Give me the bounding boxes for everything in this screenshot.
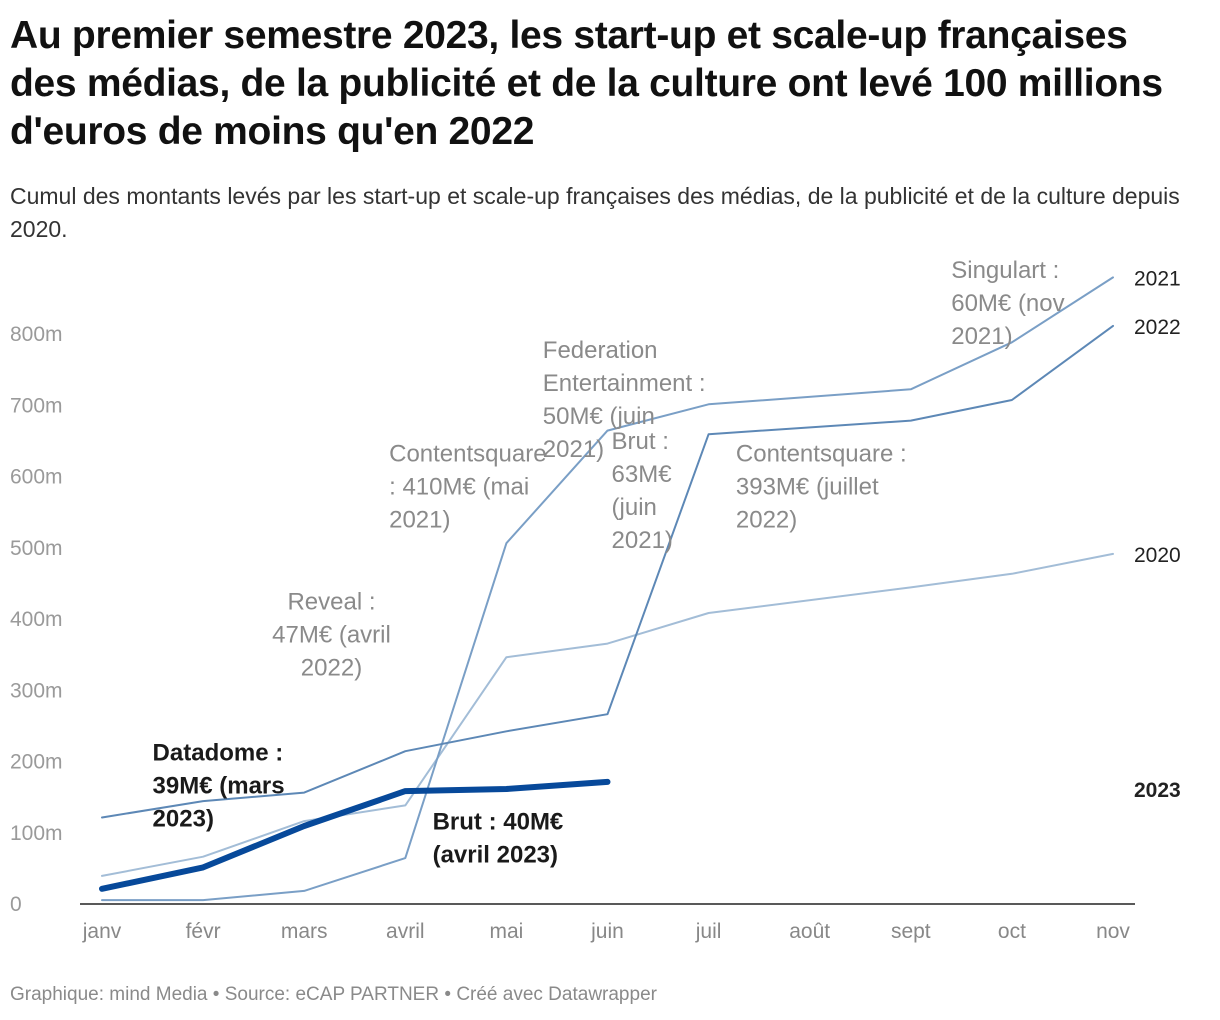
y-tick-label: 600m <box>10 466 63 489</box>
annotation: Reveal : 47M€ (avril 2022) <box>272 588 391 681</box>
annotation: Singulart : 60M€ (nov 2021) <box>951 257 1064 350</box>
annotation-line: Reveal : <box>287 588 375 615</box>
annotation-line: Datadome : <box>153 740 284 767</box>
annotation-line: 2021) <box>389 506 450 533</box>
x-tick-label: févr <box>186 920 221 943</box>
y-tick-label: 400m <box>10 608 63 631</box>
footer-separator: • <box>212 984 220 1005</box>
annotation-line: 60M€ (nov <box>951 290 1064 317</box>
annotation: Federation Entertainment : 50M€ (juin 2021) <box>543 337 706 463</box>
series-label-2021: 2021 <box>1134 267 1181 290</box>
x-tick-label: avril <box>386 920 425 943</box>
annotation-line: 2021) <box>543 436 604 463</box>
y-tick-label: 100m <box>10 822 63 845</box>
annotation-line: 39M€ (mars <box>153 773 285 800</box>
series-label-2023: 2023 <box>1134 779 1181 802</box>
annotation-line: 2021) <box>612 527 673 554</box>
y-tick-label: 500m <box>10 537 63 560</box>
annotation-line: 2022) <box>301 654 362 681</box>
series-line-2022 <box>101 324 1114 819</box>
annotation-line: 2021) <box>951 323 1012 350</box>
annotation: Contentsquare : 393M€ (juillet 2022) <box>736 440 907 533</box>
annotation-line: Singulart : <box>951 257 1059 284</box>
footer-chart-by: Graphique: mind Media <box>10 984 208 1005</box>
y-tick-label: 300m <box>10 679 63 702</box>
x-tick-label: juin <box>590 920 624 943</box>
annotation: Datadome : 39M€ (mars 2023) <box>153 740 285 833</box>
annotation: Contentsquare : 410M€ (mai 2021) <box>389 440 546 533</box>
y-tick-label: 800m <box>10 323 63 346</box>
annotation-line: Contentsquare : <box>736 440 907 467</box>
series-label-2020: 2020 <box>1134 544 1181 567</box>
series-line-2021 <box>101 276 1114 902</box>
annotation-line: Brut : <box>612 428 669 455</box>
annotation-line: 47M€ (avril <box>272 621 391 648</box>
annotation-line: (juin <box>612 494 657 521</box>
annotation-line: 393M€ (juillet <box>736 473 879 500</box>
chart-footer: Graphique: mind Media • Source: eCAP PAR… <box>10 984 657 1006</box>
chart-title: Au premier semestre 2023, les start-up e… <box>10 14 1163 153</box>
annotation-line: : 410M€ (mai <box>389 473 529 500</box>
x-tick-label: sept <box>891 920 931 943</box>
x-tick-label: août <box>789 920 830 943</box>
chart-subtitle: Cumul des montants levés par les start-u… <box>10 183 1180 242</box>
x-tick-label: nov <box>1096 920 1130 943</box>
x-tick-label: mars <box>281 920 328 943</box>
x-tick-label: janv <box>82 920 122 943</box>
series-label-2022: 2022 <box>1134 316 1181 339</box>
annotation-line: 2023) <box>153 806 214 833</box>
footer-source: Source: eCAP PARTNER <box>224 984 440 1005</box>
annotation-line: Federation <box>543 337 658 364</box>
annotation-line: Brut : 40M€ <box>433 809 564 836</box>
annotation-line: Contentsquare <box>389 440 546 467</box>
annotation: Brut : 40M€ (avril 2023) <box>433 809 564 869</box>
series-line-2023 <box>99 778 611 892</box>
y-tick-label: 700m <box>10 394 63 417</box>
line-chart: 0 100m 200m 300m 400m 500m 600m 700m 800m janv fév… <box>10 257 1181 943</box>
footer-tool: Créé avec Datawrapper <box>456 984 657 1005</box>
y-tick-label: 0 <box>10 893 22 916</box>
series-line-2020 <box>101 552 1114 877</box>
annotation-line: 63M€ <box>612 461 673 488</box>
annotation-line: (avril 2023) <box>433 842 558 869</box>
annotation-line: 2022) <box>736 506 797 533</box>
x-tick-label: mai <box>489 920 523 943</box>
x-tick-label: oct <box>998 920 1026 943</box>
annotation-line: Entertainment : <box>543 370 706 397</box>
footer-separator: • <box>444 984 452 1005</box>
annotation-line: 50M€ (juin <box>543 403 655 430</box>
x-tick-label: juil <box>695 920 722 943</box>
annotation: Brut : 63M€ (juin 2021) <box>612 428 673 554</box>
y-tick-label: 200m <box>10 751 63 774</box>
